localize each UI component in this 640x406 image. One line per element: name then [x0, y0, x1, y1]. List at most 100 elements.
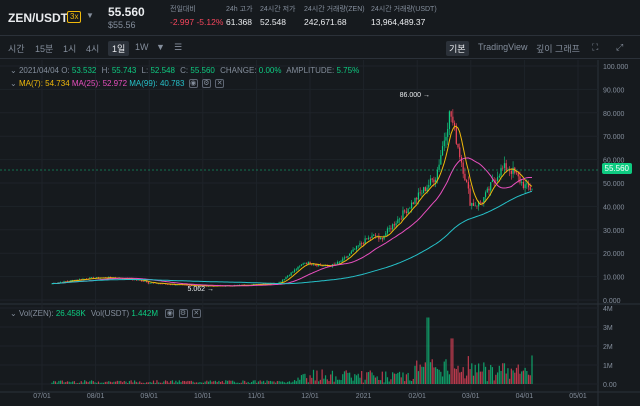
volume-bar: [524, 367, 526, 384]
candle-body: [359, 243, 361, 246]
volume-bar: [287, 381, 289, 384]
volume-bar: [77, 383, 79, 384]
candle-body: [304, 263, 306, 264]
timeframe-4h[interactable]: 4시: [86, 44, 100, 54]
candle-body: [121, 278, 124, 280]
candle-body: [147, 282, 149, 284]
timeframe-more-chevron-icon[interactable]: ▼: [156, 42, 165, 52]
volume-bar: [385, 371, 387, 384]
eye-icon[interactable]: ◉: [188, 79, 198, 89]
candle-body: [380, 237, 382, 240]
candle-body: [383, 235, 385, 240]
candle-body: [438, 164, 440, 170]
timeframe-1w[interactable]: 1W: [135, 42, 149, 52]
volume-bar: [256, 382, 258, 384]
volume-bar: [233, 381, 235, 384]
volume-bar: [357, 373, 359, 384]
chevron-down-icon[interactable]: ▼: [86, 11, 94, 20]
volume-bar: [275, 382, 277, 384]
view-basic[interactable]: 기본: [446, 41, 469, 56]
volume-bar: [388, 381, 390, 384]
volume-bar: [488, 369, 490, 384]
chart-canvas[interactable]: 100.000 90.000 80.000 70.000 60.000 50.000 40.…: [0, 60, 640, 406]
candle-body: [381, 237, 383, 240]
volume-bar: [147, 382, 149, 384]
candle-body: [89, 277, 91, 280]
volume-bar: [393, 373, 395, 384]
volume-bar: [97, 381, 100, 384]
fullscreen-icon[interactable]: ⛶: [592, 42, 599, 52]
candle-body: [369, 237, 371, 239]
candle-body: [402, 210, 404, 219]
volume-bar: [428, 317, 430, 384]
volume-bar: [245, 382, 248, 384]
candlestick-chart[interactable]: 100.000 90.000 80.000 70.000 60.000 50.000 40.…: [0, 60, 640, 406]
volume-tick-label: 0.00: [603, 382, 617, 389]
candle-body: [80, 279, 82, 280]
candle-body: [349, 253, 351, 256]
volume-bar: [355, 375, 358, 384]
time-tick-label: 2021: [356, 393, 372, 400]
volume-bar: [345, 370, 347, 384]
low-annotation: 5.062 →: [188, 286, 214, 293]
candle-body: [440, 155, 442, 165]
volume-bar: [278, 381, 280, 384]
volume-bar: [402, 372, 404, 384]
view-tradingview[interactable]: TradingView: [478, 42, 528, 52]
candle-body: [483, 197, 485, 203]
volume-bar: [438, 369, 440, 384]
volume-bar: [108, 381, 110, 384]
time-tick-label: 09/01: [140, 393, 158, 400]
candle-body: [342, 258, 344, 262]
candle-body: [459, 147, 461, 158]
candle-body: [311, 264, 313, 266]
volume-bar: [106, 381, 108, 384]
close-icon[interactable]: ✕: [191, 309, 201, 319]
candle-body: [287, 275, 289, 278]
candle-body: [288, 275, 291, 277]
candle-body: [476, 205, 478, 207]
candle-body: [362, 243, 364, 245]
volume-bar: [500, 370, 502, 384]
volume-bar: [90, 380, 93, 384]
timeframe-1d[interactable]: 1일: [108, 41, 130, 56]
volume-bar: [478, 363, 480, 384]
close-icon[interactable]: ✕: [215, 79, 225, 89]
timeframe-time[interactable]: 시간: [8, 44, 25, 54]
expand-icon[interactable]: ⤢: [616, 42, 624, 52]
settings-icon[interactable]: ⚙: [178, 309, 188, 319]
volume-bar: [443, 361, 445, 384]
volume-bar: [111, 382, 113, 384]
candle-body: [159, 283, 161, 285]
candle-body: [333, 264, 335, 265]
price-tick-label: 0.000: [603, 298, 621, 305]
volume-bar: [84, 380, 86, 384]
volume-tick-label: 4M: [603, 306, 613, 313]
volume-bar: [199, 382, 201, 384]
pair-name[interactable]: ZEN/USDT: [8, 11, 68, 25]
eye-icon[interactable]: ◉: [165, 309, 175, 319]
timeframe-1h[interactable]: 1시: [63, 44, 77, 54]
volume-bar: [113, 381, 115, 384]
view-depth[interactable]: 깊이 그래프: [536, 44, 580, 54]
volume-bar: [361, 370, 363, 384]
legend-collapse-icon[interactable]: ⌄: [10, 66, 17, 75]
settings-icon[interactable]: ⚙: [201, 79, 211, 89]
volume-bar: [201, 382, 203, 384]
candle-body: [388, 228, 390, 229]
time-tick-label: 10/01: [194, 393, 212, 400]
candle-body: [502, 167, 504, 169]
timeframe-15m[interactable]: 15분: [35, 44, 54, 54]
candle-body: [350, 251, 352, 254]
volume-bar: [531, 355, 533, 384]
volume-legend: ⌄ Vol(ZEN): 26.458K Vol(USDT) 1.442M ◉ ⚙…: [10, 309, 201, 319]
indicator-settings-icon[interactable]: ☰: [174, 42, 183, 52]
volume-bar: [440, 371, 442, 384]
volume-bar: [263, 380, 265, 384]
candle-body: [390, 228, 392, 230]
volume-bar: [115, 381, 117, 384]
candle-body: [371, 235, 373, 239]
volume-bar: [70, 382, 72, 384]
volume-bar: [431, 359, 433, 384]
volume-bar: [230, 380, 232, 384]
